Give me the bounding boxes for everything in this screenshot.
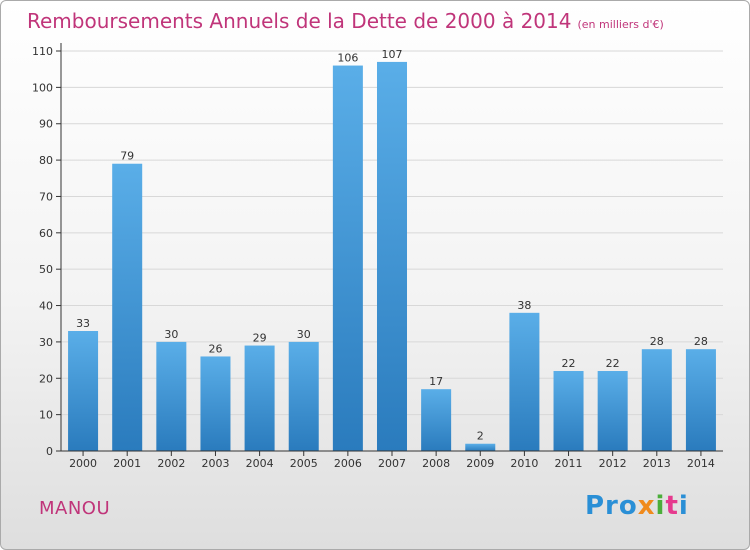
axes: 0 10 20 30 40 50 60 70 80 90 100 110 2000 2001 2002 200… [32, 43, 723, 470]
x-tick-label-2000: 2000 [69, 457, 97, 470]
chart-title-unit: (en milliers d'€) [577, 18, 664, 31]
y-tick-label-30: 30 [39, 336, 53, 349]
bar-2012 [597, 371, 628, 451]
value-label-2011: 22 [562, 357, 576, 370]
bars [68, 61, 716, 452]
y-tick-label-70: 70 [39, 190, 53, 203]
y-tick-label-90: 90 [39, 118, 53, 131]
x-tick-label-2003: 2003 [201, 457, 229, 470]
bar-2007 [376, 61, 408, 452]
y-tick-label-80: 80 [39, 154, 53, 167]
bar-2011 [553, 371, 584, 451]
x-tick-label-2006: 2006 [334, 457, 362, 470]
bar-2008 [421, 389, 452, 451]
y-tick-label-40: 40 [39, 300, 53, 313]
x-tick-label-2011: 2011 [555, 457, 583, 470]
value-label-2005: 30 [297, 328, 311, 341]
proxiti-logo: Proxiti [585, 491, 689, 521]
x-tick-label-2008: 2008 [422, 457, 450, 470]
bar-2010 [509, 312, 540, 451]
x-tick-label-2012: 2012 [599, 457, 627, 470]
value-label-2009: 2 [477, 430, 484, 443]
bar-2000 [68, 331, 99, 451]
bar-2006 [332, 65, 363, 451]
x-tick-label-2013: 2013 [643, 457, 671, 470]
x-tick-label-2009: 2009 [466, 457, 494, 470]
value-label-2010: 38 [517, 299, 531, 312]
commune-name: MANOU [39, 498, 111, 519]
value-label-2002: 30 [164, 328, 178, 341]
value-label-2006: 106 [337, 52, 358, 65]
value-label-2012: 22 [606, 357, 620, 370]
y-tick-label-10: 10 [39, 409, 53, 422]
value-label-2000: 33 [76, 317, 90, 330]
y-tick-label-0: 0 [46, 445, 53, 458]
y-tick-label-100: 100 [32, 81, 53, 94]
bar-2002 [156, 341, 187, 451]
x-tick-label-2005: 2005 [290, 457, 318, 470]
value-label-2007: 107 [382, 48, 403, 61]
x-tick-label-2010: 2010 [510, 457, 538, 470]
x-tick-label-2004: 2004 [246, 457, 274, 470]
value-label-2003: 26 [208, 342, 222, 355]
value-label-2008: 17 [429, 375, 443, 388]
bar-2014 [685, 349, 716, 451]
bar-2009 [465, 443, 496, 451]
y-tick-label-50: 50 [39, 263, 53, 276]
chart-title: Remboursements Annuels de la Dette de 20… [27, 9, 664, 33]
value-label-2001: 79 [120, 150, 134, 163]
y-tick-label-20: 20 [39, 372, 53, 385]
chart-title-text: Remboursements Annuels de la Dette de 20… [27, 9, 572, 33]
x-tick-label-2002: 2002 [157, 457, 185, 470]
bar-2004 [244, 345, 275, 451]
labels: 33 79 30 26 29 30 106 107 17 2 38 22 22 28 28 [76, 48, 708, 443]
bar-2013 [641, 349, 672, 451]
bar-2005 [288, 341, 319, 451]
y-tick-label-110: 110 [32, 45, 53, 58]
bar-2001 [112, 163, 143, 451]
bar-2003 [200, 356, 231, 451]
x-tick-label-2007: 2007 [378, 457, 406, 470]
value-label-2013: 28 [650, 335, 664, 348]
x-tick-label-2014: 2014 [687, 457, 715, 470]
value-label-2004: 29 [253, 332, 267, 345]
value-label-2014: 28 [694, 335, 708, 348]
x-tick-label-2001: 2001 [113, 457, 141, 470]
y-tick-label-60: 60 [39, 227, 53, 240]
